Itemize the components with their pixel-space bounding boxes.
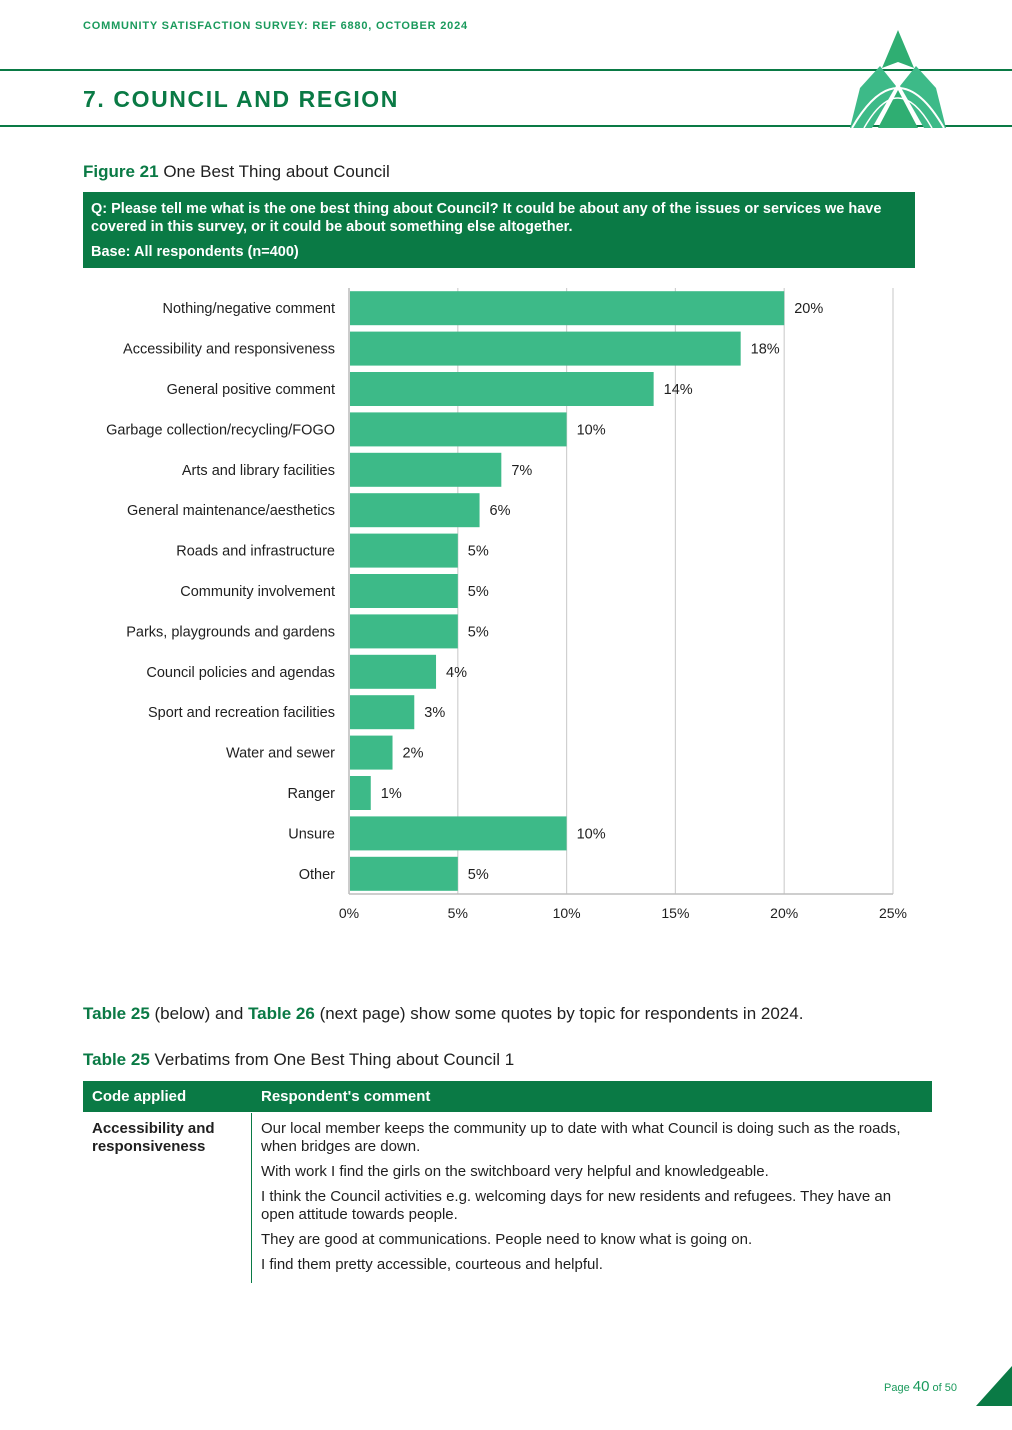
- x-tick-label: 15%: [661, 905, 689, 921]
- comment-item: They are good at communications. People …: [261, 1231, 753, 1248]
- table-label: Table 25: [83, 1050, 150, 1069]
- category-label: General maintenance/aesthetics: [127, 503, 335, 519]
- page-word: Page: [884, 1382, 910, 1394]
- data-label: 4%: [446, 665, 467, 681]
- corner-decoration-icon: [976, 1366, 1012, 1406]
- bar: [350, 452, 502, 487]
- page-number: Page 40 of 50: [884, 1378, 957, 1395]
- table-column-divider: [251, 1113, 252, 1283]
- data-label: 6%: [490, 503, 511, 519]
- bar: [350, 533, 458, 568]
- data-label: 7%: [511, 463, 532, 479]
- bar: [350, 816, 567, 851]
- bar: [350, 654, 437, 689]
- page-of: of 50: [932, 1382, 957, 1394]
- data-label: 1%: [381, 786, 402, 802]
- page-current: 40: [912, 1378, 930, 1395]
- category-label: Nothing/negative comment: [163, 301, 336, 317]
- bar: [350, 614, 458, 649]
- comment-item: Our local member keeps the community up …: [261, 1120, 901, 1155]
- table-title: Verbatims from One Best Thing about Coun…: [154, 1050, 515, 1069]
- survey-reference: COMMUNITY SATISFACTION SURVEY: REF 6880,…: [83, 20, 468, 32]
- tables-intro: Table 25 (below) and Table 26 (next page…: [83, 1004, 803, 1024]
- bar: [350, 856, 458, 891]
- bar: [350, 574, 458, 608]
- header-rule-top: [0, 69, 1012, 71]
- category-label: Parks, playgrounds and gardens: [126, 624, 335, 640]
- bar: [350, 735, 393, 770]
- category-label: Other: [299, 867, 335, 883]
- category-label: Community involvement: [180, 584, 335, 600]
- question-text: Q: Please tell me what is the one best t…: [91, 201, 882, 235]
- intro-table26-ref: Table 26: [248, 1004, 315, 1023]
- intro-table25-ref: Table 25: [83, 1004, 150, 1023]
- header-rule-bottom: [0, 125, 1012, 127]
- data-label: 18%: [751, 342, 780, 358]
- bar: [350, 776, 371, 810]
- data-label: 20%: [794, 301, 823, 317]
- category-label: Council policies and agendas: [146, 665, 335, 681]
- intro-mid: (below) and: [149, 1004, 249, 1023]
- category-label: Sport and recreation facilities: [148, 705, 335, 721]
- x-tick-label: 5%: [448, 905, 468, 921]
- base-text: Base: All respondents (n=400): [91, 244, 299, 260]
- bar: [350, 331, 741, 366]
- x-tick-label: 10%: [553, 905, 581, 921]
- best-thing-bar-chart: 0% 5% 10% 15% 20% 25% Nothing/negative comment…: [106, 288, 907, 921]
- council-logo-icon: [850, 30, 946, 129]
- x-tick-label: 25%: [879, 905, 907, 921]
- comment-item: I think the Council activities e.g. welc…: [261, 1188, 892, 1223]
- data-label: 10%: [577, 826, 606, 842]
- data-label: 5%: [468, 867, 489, 883]
- col-header-comment: Respondent's comment: [261, 1088, 431, 1105]
- bar: [350, 412, 567, 447]
- question-box: Q: Please tell me what is the one best t…: [83, 192, 915, 268]
- figure-title: One Best Thing about Council: [163, 162, 390, 181]
- table-caption: Table 25 Verbatims from One Best Thing a…: [83, 1050, 514, 1070]
- category-label: Ranger: [287, 786, 335, 802]
- section-title: 7. COUNCIL AND REGION: [83, 86, 400, 112]
- category-label: Roads and infrastructure: [176, 544, 335, 560]
- bar: [350, 493, 480, 528]
- data-label: 3%: [424, 705, 445, 721]
- table-header-row: Code applied Respondent's comment: [83, 1081, 932, 1112]
- bar: [350, 695, 415, 730]
- category-label: Unsure: [288, 826, 335, 842]
- bar: [350, 291, 785, 326]
- category-label: Water and sewer: [226, 746, 335, 762]
- category-label: General positive comment: [167, 382, 335, 398]
- data-label: 10%: [577, 422, 606, 438]
- data-label: 14%: [664, 382, 693, 398]
- x-tick-label: 0%: [339, 905, 359, 921]
- figure-caption: Figure 21 One Best Thing about Council: [83, 162, 390, 182]
- bar: [350, 372, 654, 406]
- code-cell: Accessibility and responsiveness: [92, 1120, 215, 1155]
- x-tick-label: 20%: [770, 905, 798, 921]
- category-label: Arts and library facilities: [182, 463, 335, 479]
- data-label: 2%: [403, 746, 424, 762]
- col-header-code: Code applied: [92, 1088, 187, 1105]
- figure-label: Figure 21: [83, 162, 159, 181]
- intro-rest: (next page) show some quotes by topic fo…: [314, 1004, 804, 1023]
- data-label: 5%: [468, 544, 489, 560]
- comment-item: I find them pretty accessible, courteous…: [261, 1256, 603, 1273]
- data-label: 5%: [468, 584, 489, 600]
- category-label: Accessibility and responsiveness: [123, 342, 335, 358]
- comments-cell: Our local member keeps the community up …: [261, 1120, 925, 1281]
- comment-item: With work I find the girls on the switch…: [261, 1163, 769, 1180]
- category-label: Garbage collection/recycling/FOGO: [106, 422, 335, 438]
- data-label: 5%: [468, 624, 489, 640]
